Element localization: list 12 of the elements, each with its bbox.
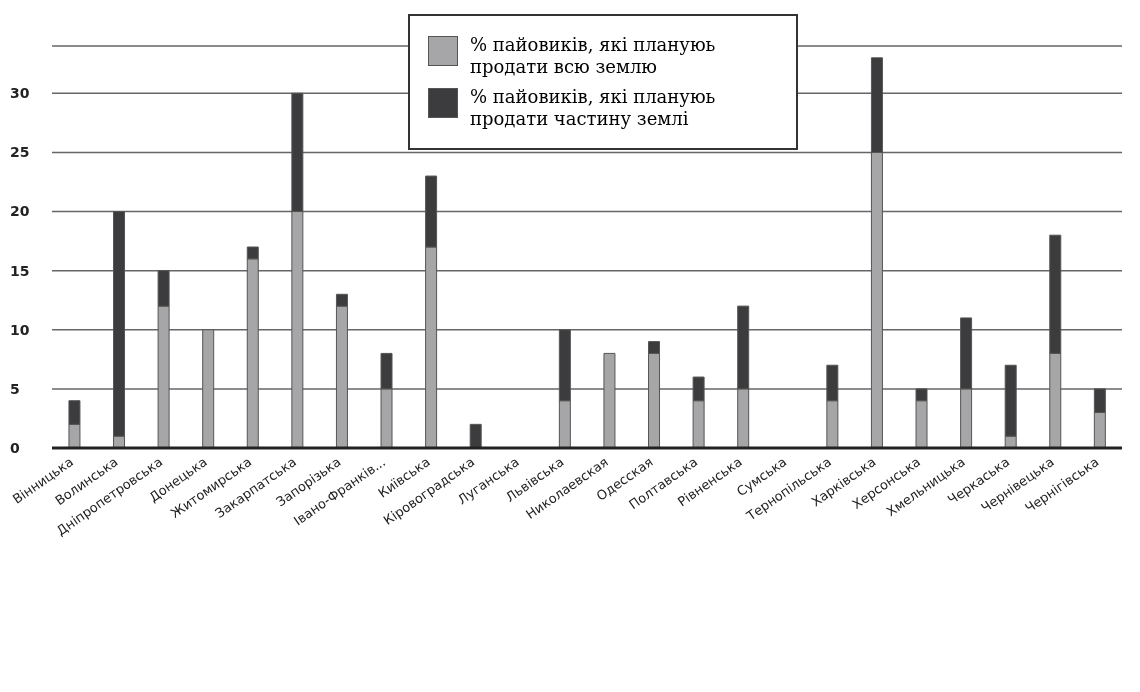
y-tick-label: 5 <box>10 380 20 397</box>
bar <box>469 423 482 448</box>
y-tick-label: 30 <box>10 85 30 102</box>
y-tick-label: 0 <box>10 439 20 456</box>
y-tick-label: 15 <box>10 262 30 279</box>
y-tick-label: 10 <box>10 321 30 338</box>
y-tick-label: 20 <box>10 203 30 220</box>
bar <box>603 352 616 448</box>
legend-label: % пайовиків, які плануюь продати частину землі <box>470 86 717 130</box>
legend-label: % пайовиків, які плануюь продати всю землю <box>470 34 717 78</box>
y-tick-label: 25 <box>10 144 30 161</box>
bar <box>202 329 215 448</box>
